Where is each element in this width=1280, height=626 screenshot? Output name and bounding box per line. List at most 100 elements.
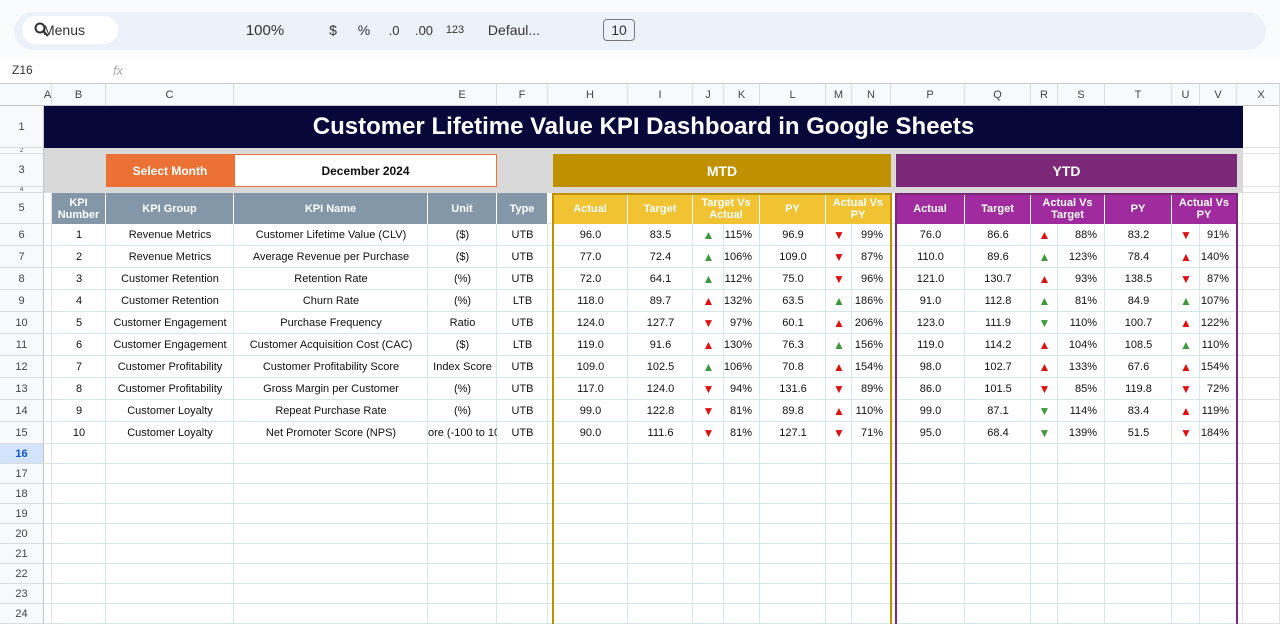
grid-cell [106, 584, 234, 604]
kpi-number: 6 [75, 339, 83, 351]
mtd-py: 131.6 [779, 383, 807, 395]
row-header: 17 [0, 464, 44, 484]
mtd-header: Actual [553, 193, 628, 224]
toolbar-search[interactable]: Menus [42, 22, 86, 38]
currency[interactable]: $ [329, 22, 337, 38]
grid-cell [1031, 484, 1058, 504]
grid-cell [965, 378, 1031, 400]
grid-cell [760, 246, 826, 268]
kpi-name: Churn Rate [302, 295, 360, 307]
search-pill[interactable] [22, 16, 118, 44]
mtd-actual: 109.0 [576, 361, 605, 373]
grid-cell [1243, 564, 1280, 584]
grid-cell [1105, 224, 1172, 246]
grid-cell [428, 604, 497, 624]
percent-value: 71% [860, 427, 883, 439]
grid-cell [1105, 312, 1172, 334]
decimal[interactable]: .00 [414, 22, 434, 38]
grid-cell [1031, 422, 1058, 444]
grid-cell [553, 444, 628, 464]
grid-cell [1237, 268, 1243, 290]
column-header: R [1031, 84, 1058, 106]
kpi-group: Customer Profitability [117, 383, 223, 395]
grid-cell [724, 444, 760, 464]
grid-cell [553, 246, 628, 268]
grid-cell [896, 334, 965, 356]
grid-cell [1058, 564, 1105, 584]
grid-cell [1105, 444, 1172, 464]
grid-cell [965, 224, 1031, 246]
trend-arrow: ▲ [702, 272, 715, 286]
trend-arrow: ▲ [1038, 250, 1051, 264]
font-select[interactable]: Defaul... [487, 22, 541, 38]
grid-cell [1237, 290, 1243, 312]
kpi-unit: Score (-100 to 100) [428, 427, 497, 439]
font-size-box[interactable] [603, 19, 635, 41]
grid-cell [106, 422, 234, 444]
zoom[interactable]: 100% [245, 21, 285, 39]
mtd-py: 60.1 [782, 317, 804, 329]
percent[interactable]: % [357, 22, 371, 38]
grid-cell [760, 564, 826, 584]
grid-cell [52, 464, 106, 484]
grid-cell [44, 524, 52, 544]
grid-cell [44, 400, 52, 422]
grid-cell [760, 224, 826, 246]
percent-value: 140% [1200, 251, 1229, 263]
grid-cell [428, 268, 497, 290]
grid-cell [1237, 524, 1243, 544]
kpi-number: 2 [75, 251, 83, 263]
grid-cell [1031, 290, 1058, 312]
column-header: K [724, 84, 760, 106]
font-size[interactable]: 10 [611, 22, 627, 38]
month-dropdown[interactable]: December 2024 [234, 154, 497, 187]
trend-arrow: ▼ [1180, 426, 1192, 440]
kpi-name: Net Promoter Score (NPS) [265, 427, 397, 439]
grid-cell [1237, 334, 1243, 356]
grid-cell [1105, 504, 1172, 524]
grid-cell [1172, 544, 1200, 564]
grid-cell [896, 268, 965, 290]
kpi-unit: ($) [455, 251, 470, 263]
grid-cell [1058, 224, 1105, 246]
grid-cell [1172, 290, 1200, 312]
grid-cell [896, 484, 965, 504]
grid-cell [553, 224, 628, 246]
grid-cell [52, 268, 106, 290]
ytd-py: 84.9 [1127, 295, 1150, 307]
grid-cell [896, 564, 965, 584]
grid-cell [44, 378, 52, 400]
grid-cell [428, 334, 497, 356]
grid-cell [760, 422, 826, 444]
grid-cell [1031, 224, 1058, 246]
decimal[interactable]: .0 [388, 22, 400, 38]
grid-cell [1243, 334, 1280, 356]
mtd-banner: MTD [553, 154, 891, 187]
grid-cell [628, 356, 693, 378]
grid-cell [44, 604, 52, 624]
grid-cell [106, 464, 234, 484]
grid-cell [693, 246, 724, 268]
cell-ref[interactable]: Z16 [12, 63, 33, 77]
grid-cell [693, 224, 724, 246]
grid-cell [52, 524, 106, 544]
kpi-type: UTB [511, 273, 534, 285]
mtd-header: Target Vs Actual [693, 193, 760, 224]
grid-cell [826, 564, 852, 584]
grid-cell [826, 378, 852, 400]
grid-cell [1172, 604, 1200, 624]
grid-cell [234, 504, 428, 524]
grid-cell [896, 378, 965, 400]
grid-cell [1058, 356, 1105, 378]
percent-value: 97% [729, 317, 752, 329]
trend-arrow: ▲ [1038, 338, 1051, 352]
mtd-header: PY [760, 193, 826, 224]
trend-arrow: ▼ [833, 272, 845, 286]
trend-arrow: ▲ [833, 294, 845, 308]
number-format[interactable]: 123 [445, 24, 465, 36]
grid-cell [760, 584, 826, 604]
ytd-actual: 121.0 [916, 273, 945, 285]
grid-cell [1172, 484, 1200, 504]
grid-cell [1031, 400, 1058, 422]
